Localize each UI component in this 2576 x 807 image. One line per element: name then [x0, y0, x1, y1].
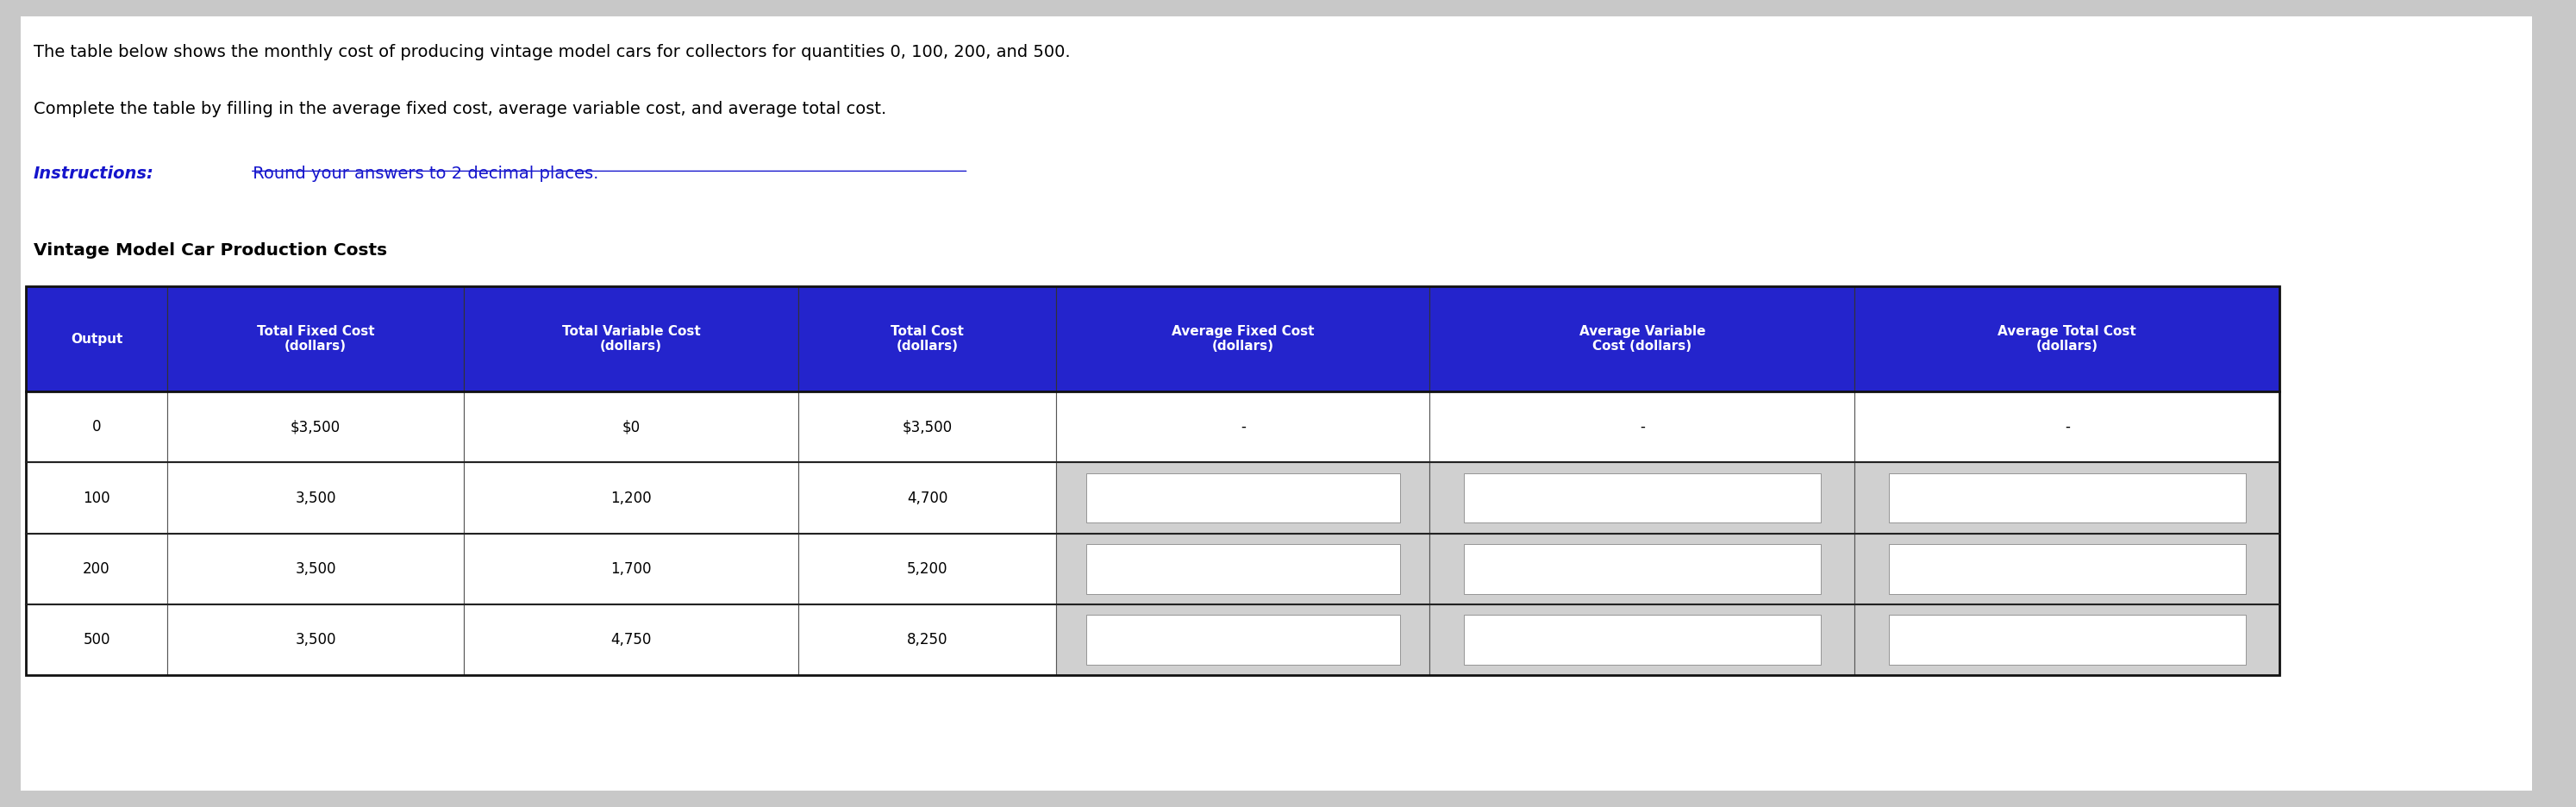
Text: Total Fixed Cost
(dollars): Total Fixed Cost (dollars): [258, 325, 374, 353]
Bar: [167, 286, 464, 391]
Text: -: -: [1641, 419, 1643, 435]
Bar: [1430, 462, 1855, 533]
Text: 0: 0: [93, 419, 100, 435]
Bar: [1056, 391, 1430, 462]
Bar: [1463, 544, 1821, 594]
Text: Average Total Cost
(dollars): Average Total Cost (dollars): [1999, 325, 2136, 353]
Bar: [1430, 533, 1855, 604]
Bar: [1463, 615, 1821, 665]
Bar: [1087, 544, 1399, 594]
Text: 200: 200: [82, 561, 111, 577]
Bar: [26, 286, 167, 391]
Bar: [167, 462, 464, 533]
Bar: [167, 391, 464, 462]
Text: $0: $0: [621, 419, 641, 435]
Text: $3,500: $3,500: [291, 419, 340, 435]
Bar: [26, 286, 2280, 675]
Text: 500: 500: [82, 632, 111, 648]
Bar: [1087, 473, 1399, 523]
Text: 100: 100: [82, 490, 111, 506]
Bar: [464, 462, 799, 533]
Bar: [1430, 391, 1855, 462]
Text: Average Variable
Cost (dollars): Average Variable Cost (dollars): [1579, 325, 1705, 353]
Text: 3,500: 3,500: [296, 632, 335, 648]
Bar: [1056, 604, 1430, 675]
Text: 1,200: 1,200: [611, 490, 652, 506]
Bar: [1888, 473, 2246, 523]
Bar: [1056, 533, 1430, 604]
Bar: [799, 462, 1056, 533]
Bar: [1430, 604, 1855, 675]
Bar: [799, 604, 1056, 675]
Bar: [1855, 533, 2280, 604]
Text: Output: Output: [70, 332, 124, 345]
Bar: [1087, 615, 1399, 665]
Bar: [26, 391, 167, 462]
Text: The table below shows the monthly cost of producing vintage model cars for colle: The table below shows the monthly cost o…: [33, 44, 1069, 61]
Bar: [167, 533, 464, 604]
Text: 3,500: 3,500: [296, 490, 335, 506]
Text: 1,700: 1,700: [611, 561, 652, 577]
Bar: [26, 462, 167, 533]
Text: Total Variable Cost
(dollars): Total Variable Cost (dollars): [562, 325, 701, 353]
Text: Instructions:: Instructions:: [33, 165, 155, 182]
Text: $3,500: $3,500: [902, 419, 953, 435]
Bar: [1855, 462, 2280, 533]
Bar: [1463, 473, 1821, 523]
Text: -: -: [2066, 419, 2069, 435]
Bar: [799, 391, 1056, 462]
Text: Vintage Model Car Production Costs: Vintage Model Car Production Costs: [33, 242, 386, 258]
Text: 8,250: 8,250: [907, 632, 948, 648]
Bar: [464, 604, 799, 675]
Text: 3,500: 3,500: [296, 561, 335, 577]
Bar: [464, 391, 799, 462]
Bar: [1855, 604, 2280, 675]
Bar: [464, 286, 799, 391]
Bar: [1430, 286, 1855, 391]
Text: 5,200: 5,200: [907, 561, 948, 577]
Bar: [1056, 462, 1430, 533]
Bar: [26, 533, 167, 604]
Text: Round your answers to 2 decimal places.: Round your answers to 2 decimal places.: [247, 165, 598, 182]
Text: Total Cost
(dollars): Total Cost (dollars): [891, 325, 963, 353]
Text: Average Fixed Cost
(dollars): Average Fixed Cost (dollars): [1172, 325, 1314, 353]
Bar: [799, 533, 1056, 604]
Text: 4,700: 4,700: [907, 490, 948, 506]
Bar: [1888, 615, 2246, 665]
Bar: [167, 604, 464, 675]
Bar: [464, 533, 799, 604]
Bar: [1888, 544, 2246, 594]
Bar: [1855, 286, 2280, 391]
Text: Complete the table by filling in the average fixed cost, average variable cost, : Complete the table by filling in the ave…: [33, 101, 886, 117]
Bar: [1855, 391, 2280, 462]
Text: -: -: [1242, 419, 1244, 435]
Bar: [1056, 286, 1430, 391]
Text: 4,750: 4,750: [611, 632, 652, 648]
Bar: [799, 286, 1056, 391]
Bar: [26, 604, 167, 675]
